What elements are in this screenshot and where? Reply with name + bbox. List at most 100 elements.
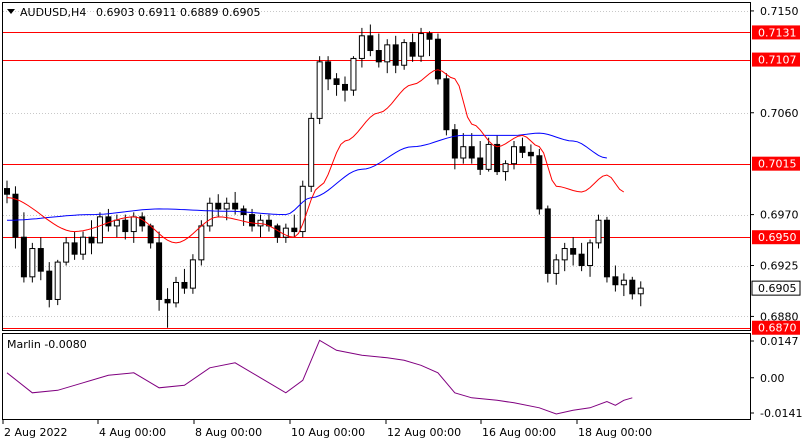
time-tick-label: 4 Aug 00:00 — [99, 426, 166, 439]
candle — [37, 237, 44, 281]
candle — [181, 268, 188, 294]
candle — [350, 56, 357, 96]
candle — [527, 144, 534, 164]
symbol-info: AUDUSD,H4 — [20, 6, 86, 19]
time-tick-label: 18 Aug 00:00 — [578, 426, 652, 439]
candle — [12, 186, 19, 249]
candle — [603, 216, 610, 283]
candle — [637, 281, 644, 307]
candle — [325, 56, 332, 91]
indicator-tick-label: 0.0147 — [760, 335, 799, 348]
candle — [460, 133, 467, 164]
candle — [342, 76, 348, 102]
price-tick-label: 0.6970 — [760, 209, 799, 222]
level-label-box — [752, 320, 800, 335]
candle — [418, 27, 425, 62]
candle — [88, 220, 95, 255]
candle — [553, 254, 560, 285]
time-tick-label: 10 Aug 00:00 — [291, 426, 365, 439]
level-label-box — [752, 230, 800, 245]
candle — [544, 205, 551, 283]
candle — [502, 160, 509, 181]
time-tick-label: 2 Aug 2022 — [4, 426, 67, 439]
candle — [71, 231, 78, 260]
candle — [96, 212, 103, 244]
candle — [316, 56, 323, 125]
candle — [620, 273, 627, 297]
candle — [333, 73, 340, 96]
candle — [164, 288, 171, 328]
candle — [173, 276, 179, 308]
indicator-pane[interactable] — [2, 333, 751, 420]
price-tick-label: 0.7150 — [760, 5, 799, 18]
candle — [358, 27, 365, 68]
indicator-label: Marlin -0.0080 — [7, 338, 87, 351]
candle — [401, 39, 408, 70]
candle — [434, 33, 441, 85]
level-label: 0.6950 — [758, 231, 797, 244]
level-label-box — [752, 25, 800, 40]
level-label: 0.6870 — [758, 322, 797, 335]
candle — [282, 223, 289, 243]
candle — [384, 39, 391, 74]
time-tick-label: 16 Aug 00:00 — [482, 426, 556, 439]
price-tick-label: 0.7060 — [760, 107, 799, 120]
indicator-tick-label: 0.00 — [760, 372, 785, 385]
candle — [54, 259, 61, 306]
candle — [299, 180, 306, 238]
level-labels: 0.7131 0.7107 0.7015 0.6950 0.6870 0.6905 — [751, 25, 801, 335]
candle — [291, 214, 298, 238]
candle — [122, 214, 129, 240]
level-label: 0.7107 — [758, 54, 797, 67]
price-tick-label: 0.6925 — [760, 260, 799, 273]
candle — [629, 276, 636, 300]
price-axis: 0.7150 0.7060 0.6970 0.6925 0.6880 — [750, 5, 799, 323]
candle — [536, 148, 543, 215]
candle — [46, 262, 53, 308]
candles — [4, 24, 644, 328]
candle — [612, 265, 619, 292]
candle — [20, 212, 27, 283]
level-label: 0.7131 — [758, 26, 797, 39]
candle — [232, 191, 239, 215]
time-axis: 2 Aug 2022 4 Aug 00:00 8 Aug 00:00 10 Aug 0… — [2, 419, 652, 439]
candle — [189, 254, 196, 294]
candle — [223, 197, 230, 221]
candle — [443, 73, 450, 136]
candle — [426, 31, 433, 57]
level-label-box — [752, 156, 800, 171]
candle — [206, 197, 213, 232]
candle — [511, 141, 517, 170]
candle — [468, 133, 475, 164]
candle — [519, 137, 526, 159]
candle — [308, 112, 315, 192]
candle — [578, 242, 585, 272]
candle — [451, 124, 458, 170]
candle — [595, 214, 602, 249]
candle — [485, 137, 492, 172]
current-price-label: 0.6905 — [758, 282, 797, 295]
ma-slow-line — [7, 132, 607, 221]
level-label: 0.7015 — [758, 158, 797, 171]
candle — [570, 237, 577, 266]
candle — [392, 35, 399, 74]
time-tick-label: 12 Aug 00:00 — [387, 426, 461, 439]
ma-fast-line — [6, 69, 625, 244]
candle — [494, 135, 501, 175]
candle — [80, 231, 87, 260]
triangle-down-icon[interactable] — [7, 9, 15, 14]
level-label-box — [752, 52, 800, 67]
candle — [409, 33, 416, 62]
candle — [587, 239, 594, 277]
candle — [156, 231, 163, 311]
candle — [367, 24, 374, 57]
indicator-tick-label: -0.0141 — [760, 407, 802, 420]
current-price-box — [751, 280, 801, 296]
candle — [29, 242, 36, 283]
marlin-line — [6, 339, 633, 415]
candle — [561, 242, 568, 272]
candle — [215, 194, 222, 217]
candle — [63, 237, 70, 266]
time-tick-label: 8 Aug 00:00 — [195, 426, 262, 439]
